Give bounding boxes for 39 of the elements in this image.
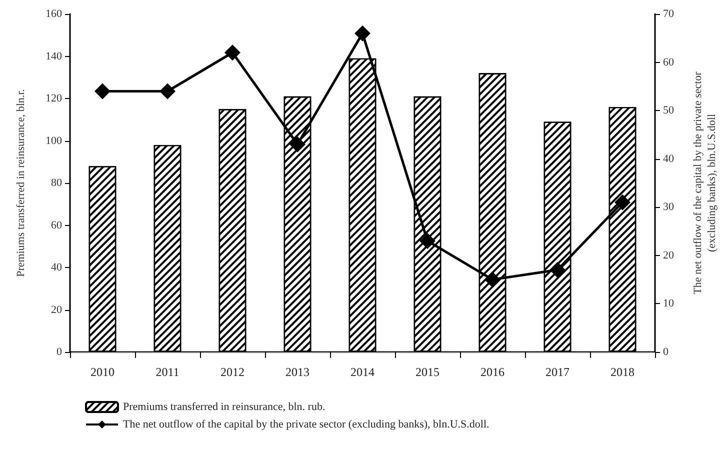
x-tick-label: 2016: [480, 365, 504, 379]
x-tick-label: 2018: [610, 365, 634, 379]
y2-axis-title: The net outflow of the capital by the private sector (excluding banks), bln.U.S.doll: [692, 71, 718, 294]
y-tick-label: 100: [46, 134, 62, 147]
x-tick-label: 2017: [546, 365, 570, 379]
y-tick-label: 120: [46, 92, 62, 104]
point: [484, 272, 500, 288]
y-tick-label: 80: [51, 177, 62, 189]
y-tick-label: 0: [56, 346, 62, 358]
point: [354, 25, 370, 42]
y-tick-label: 140: [46, 50, 62, 62]
x-tick-label: 2011: [156, 365, 180, 379]
x-tick-label: 2012: [220, 365, 244, 379]
point: [420, 232, 436, 249]
x-tick-label: 2014: [350, 365, 374, 379]
y2-tick-label: 20: [663, 249, 674, 262]
x-tick-label: 2010: [90, 365, 114, 379]
x-tick-label: 2013: [286, 365, 310, 379]
y2-tick-label: 70: [663, 8, 674, 20]
y-axis-title: Premiums transferred in reinsurance, bln.r.: [15, 88, 27, 277]
y2-tick-label: 10: [663, 298, 674, 310]
legend-label: Premiums transferred in reinsurance, bln. rub.: [123, 401, 326, 413]
point: [290, 136, 306, 152]
point: [614, 194, 630, 210]
point: [224, 44, 240, 61]
point: [94, 83, 110, 100]
y2-tick-label: 50: [663, 104, 674, 117]
y-tick-label: 20: [51, 304, 62, 316]
y2-tick-label: 30: [663, 201, 674, 214]
y-tick-label: 160: [46, 8, 62, 20]
legend-label: The net outflow of the capital by the private sector (excluding banks), bln.U.S.doll.: [123, 418, 490, 430]
y2-tick-label: 0: [663, 346, 669, 358]
x-tick-label: 2015: [416, 365, 440, 379]
point: [160, 83, 176, 100]
point: [550, 262, 566, 278]
y2-tick-label: 40: [663, 152, 674, 165]
y2-tick-label: 60: [663, 56, 674, 68]
y-tick-label: 40: [51, 262, 62, 274]
y-tick-label: 60: [51, 219, 62, 232]
